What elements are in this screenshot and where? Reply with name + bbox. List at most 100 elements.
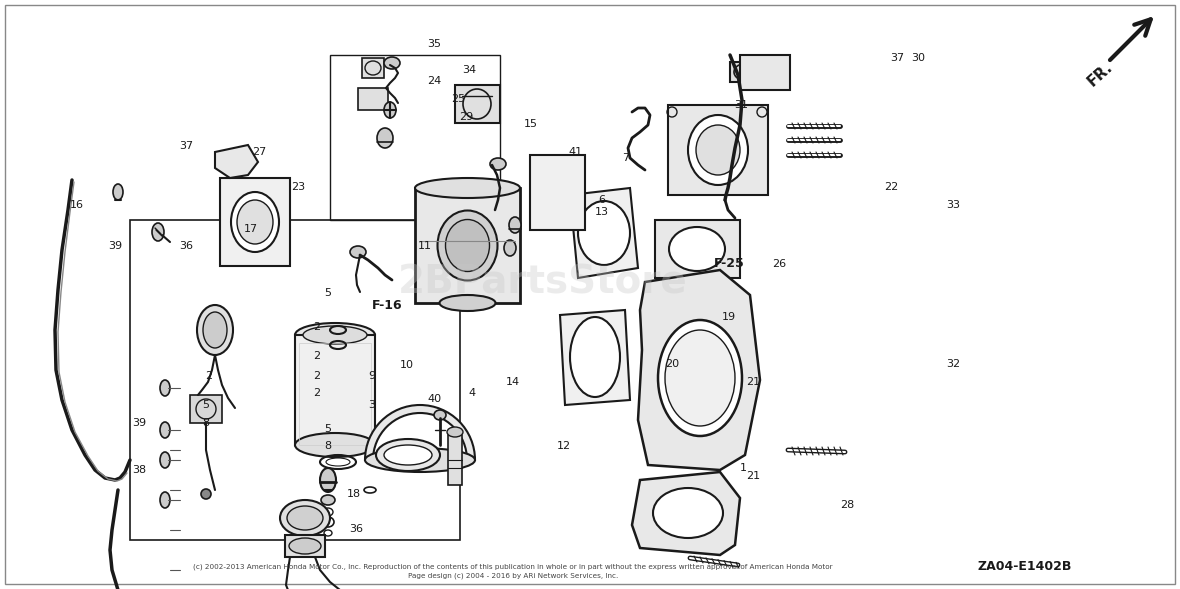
Text: (c) 2002-2013 American Honda Motor Co., Inc. Reproduction of the contents of thi: (c) 2002-2013 American Honda Motor Co., …: [194, 563, 833, 570]
Text: 13: 13: [595, 207, 609, 217]
Text: 16: 16: [70, 200, 84, 210]
Ellipse shape: [666, 330, 735, 426]
Text: 12: 12: [557, 442, 571, 451]
Bar: [415, 188, 520, 303]
Text: 1: 1: [740, 464, 747, 473]
Text: 39: 39: [132, 418, 146, 428]
Text: F-16: F-16: [372, 299, 402, 312]
Text: 2: 2: [313, 389, 320, 398]
Bar: [448, 435, 463, 485]
Text: 27: 27: [253, 147, 267, 157]
Text: 36: 36: [179, 241, 194, 251]
Text: 35: 35: [427, 39, 441, 49]
Text: 11: 11: [418, 241, 432, 251]
Ellipse shape: [295, 323, 375, 347]
Text: 36: 36: [349, 524, 363, 534]
Ellipse shape: [504, 240, 516, 256]
Ellipse shape: [203, 312, 227, 348]
Bar: [299, 343, 371, 445]
Text: 28: 28: [840, 501, 854, 510]
Bar: [740, 55, 789, 90]
Bar: [730, 62, 758, 82]
Text: 2: 2: [313, 322, 320, 332]
Ellipse shape: [490, 158, 506, 170]
Ellipse shape: [438, 210, 498, 280]
Ellipse shape: [688, 115, 748, 185]
Text: 2: 2: [313, 352, 320, 361]
Ellipse shape: [160, 452, 170, 468]
Text: 29: 29: [459, 112, 473, 121]
Ellipse shape: [653, 488, 723, 538]
Text: 2: 2: [313, 371, 320, 380]
Text: 4: 4: [468, 389, 476, 398]
Ellipse shape: [303, 326, 367, 344]
Wedge shape: [365, 405, 476, 460]
Text: 31: 31: [734, 100, 748, 110]
Text: 26: 26: [772, 259, 786, 269]
Text: 10: 10: [400, 360, 414, 370]
Text: 7: 7: [622, 153, 629, 163]
Ellipse shape: [696, 125, 740, 175]
Polygon shape: [638, 270, 760, 470]
Text: 37: 37: [890, 53, 904, 62]
Text: 9: 9: [368, 371, 375, 380]
Bar: [530, 155, 585, 230]
Bar: [362, 58, 384, 78]
Ellipse shape: [197, 305, 232, 355]
Text: 21: 21: [746, 377, 760, 386]
Ellipse shape: [350, 246, 366, 258]
Text: 38: 38: [132, 465, 146, 475]
Bar: [190, 395, 222, 423]
Text: 2BPartsStore: 2BPartsStore: [398, 264, 688, 302]
Text: 6: 6: [598, 196, 605, 205]
Text: ZA04-E1402B: ZA04-E1402B: [977, 560, 1071, 573]
Bar: [295, 335, 375, 445]
Ellipse shape: [280, 500, 330, 536]
Text: 32: 32: [946, 359, 961, 369]
Text: 41: 41: [569, 147, 583, 157]
Bar: [655, 220, 740, 278]
Text: 5: 5: [202, 401, 209, 410]
Text: 34: 34: [463, 65, 477, 74]
Ellipse shape: [384, 445, 432, 465]
Ellipse shape: [434, 410, 446, 420]
Text: 18: 18: [347, 489, 361, 498]
Text: 5: 5: [324, 424, 332, 434]
Ellipse shape: [447, 427, 463, 437]
Ellipse shape: [384, 102, 396, 118]
Bar: [358, 88, 388, 110]
Ellipse shape: [320, 468, 336, 492]
Ellipse shape: [160, 380, 170, 396]
Ellipse shape: [287, 506, 323, 530]
Text: 40: 40: [427, 395, 441, 404]
Text: 39: 39: [109, 241, 123, 251]
Text: 37: 37: [179, 141, 194, 151]
Ellipse shape: [509, 217, 522, 233]
Ellipse shape: [152, 223, 164, 241]
Polygon shape: [560, 310, 630, 405]
Text: 24: 24: [427, 77, 441, 86]
Ellipse shape: [295, 433, 375, 457]
Text: 5: 5: [324, 289, 332, 298]
Text: 23: 23: [291, 183, 306, 192]
Ellipse shape: [160, 422, 170, 438]
Text: 19: 19: [722, 312, 736, 322]
Ellipse shape: [321, 495, 335, 505]
Polygon shape: [632, 472, 740, 555]
Text: FR.: FR.: [1084, 59, 1115, 89]
Text: 20: 20: [666, 359, 680, 369]
Ellipse shape: [658, 320, 742, 436]
Ellipse shape: [365, 448, 476, 472]
Ellipse shape: [289, 538, 321, 554]
Ellipse shape: [578, 201, 630, 265]
Text: 15: 15: [524, 119, 538, 128]
Text: 8: 8: [324, 442, 332, 451]
Ellipse shape: [231, 192, 278, 252]
Text: 22: 22: [884, 183, 898, 192]
Text: F-25: F-25: [714, 257, 745, 270]
Ellipse shape: [201, 489, 211, 499]
Bar: [330, 55, 500, 220]
Ellipse shape: [384, 57, 400, 69]
Bar: [130, 220, 460, 540]
Bar: [668, 105, 768, 195]
